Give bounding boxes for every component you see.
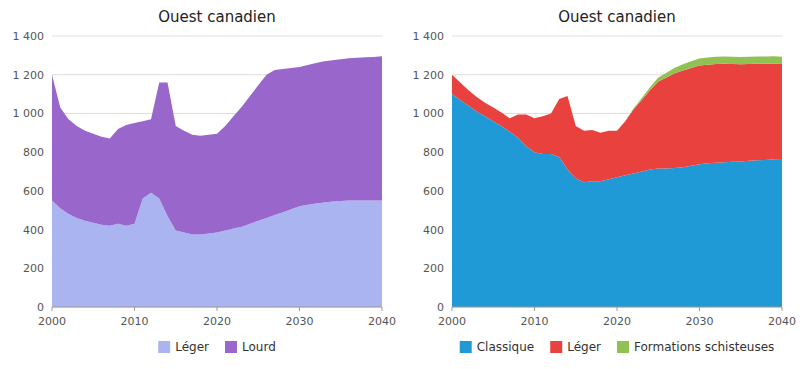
- y-tick-label: 600: [423, 185, 444, 198]
- area-series: [452, 64, 782, 182]
- y-tick-label: 200: [423, 262, 444, 275]
- area-series: [52, 56, 382, 234]
- legend-label: Léger: [567, 340, 601, 354]
- x-tick-label: 2000: [438, 315, 466, 328]
- y-tick-label: 0: [437, 301, 444, 314]
- legend: Léger Lourd: [158, 340, 276, 354]
- x-tick: [52, 307, 53, 311]
- legend: Classique Léger Formations schisteuses: [460, 340, 775, 354]
- grid-line: [452, 36, 782, 37]
- y-tick-label: 400: [423, 224, 444, 237]
- x-tick-label: 2020: [203, 315, 231, 328]
- chart-title: Ouest canadien: [158, 8, 276, 26]
- legend-label: Léger: [175, 340, 209, 354]
- x-tick-label: 2040: [768, 315, 796, 328]
- x-tick-label: 2020: [603, 315, 631, 328]
- y-tick-label: 1 200: [413, 69, 445, 82]
- y-tick-label: 600: [23, 185, 44, 198]
- x-tick-label: 2040: [368, 315, 396, 328]
- chart-title: Ouest canadien: [558, 8, 676, 26]
- y-tick-label: 1 400: [13, 30, 45, 43]
- y-tick-label: 800: [423, 146, 444, 159]
- x-tick-label: 2030: [686, 315, 714, 328]
- grid-line: [52, 36, 382, 37]
- y-tick-label: 200: [23, 262, 44, 275]
- legend-swatch: [460, 341, 472, 353]
- x-tick: [452, 307, 453, 311]
- x-tick-label: 2000: [38, 315, 66, 328]
- plot-area: [52, 56, 382, 307]
- x-tick: [382, 307, 383, 311]
- y-tick-label: 1 000: [413, 107, 445, 120]
- y-tick-label: 800: [23, 146, 44, 159]
- x-tick-label: 2030: [286, 315, 314, 328]
- y-tick-label: 1 000: [13, 107, 45, 120]
- chart-panel: Ouest canadien 0 200 400 600 800 1 000 1 200 1 4…: [413, 8, 797, 354]
- y-tick-label: 0: [37, 301, 44, 314]
- legend-label: Lourd: [242, 340, 276, 354]
- x-tick: [299, 307, 300, 311]
- x-tick-label: 2010: [121, 315, 149, 328]
- legend-label: Classique: [477, 340, 535, 354]
- x-tick: [217, 307, 218, 311]
- y-tick-label: 400: [23, 224, 44, 237]
- legend-swatch: [158, 341, 170, 353]
- y-tick-label: 1 200: [13, 69, 45, 82]
- legend-swatch: [225, 341, 237, 353]
- chart-panel: Ouest canadien 0 200 400 600 800 1 000 1 200 1 4…: [13, 8, 397, 354]
- area-series: [452, 56, 782, 132]
- legend-label: Formations schisteuses: [634, 340, 774, 354]
- legend-swatch: [550, 341, 562, 353]
- plot-area: [452, 56, 782, 307]
- x-tick: [782, 307, 783, 311]
- legend-swatch: [617, 341, 629, 353]
- x-tick: [617, 307, 618, 311]
- y-tick-label: 1 400: [413, 30, 445, 43]
- x-tick: [534, 307, 535, 311]
- x-tick-label: 2010: [521, 315, 549, 328]
- figure: Ouest canadien 0 200 400 600 800 1 000 1 200 1 4…: [0, 0, 800, 369]
- x-tick: [134, 307, 135, 311]
- x-tick: [699, 307, 700, 311]
